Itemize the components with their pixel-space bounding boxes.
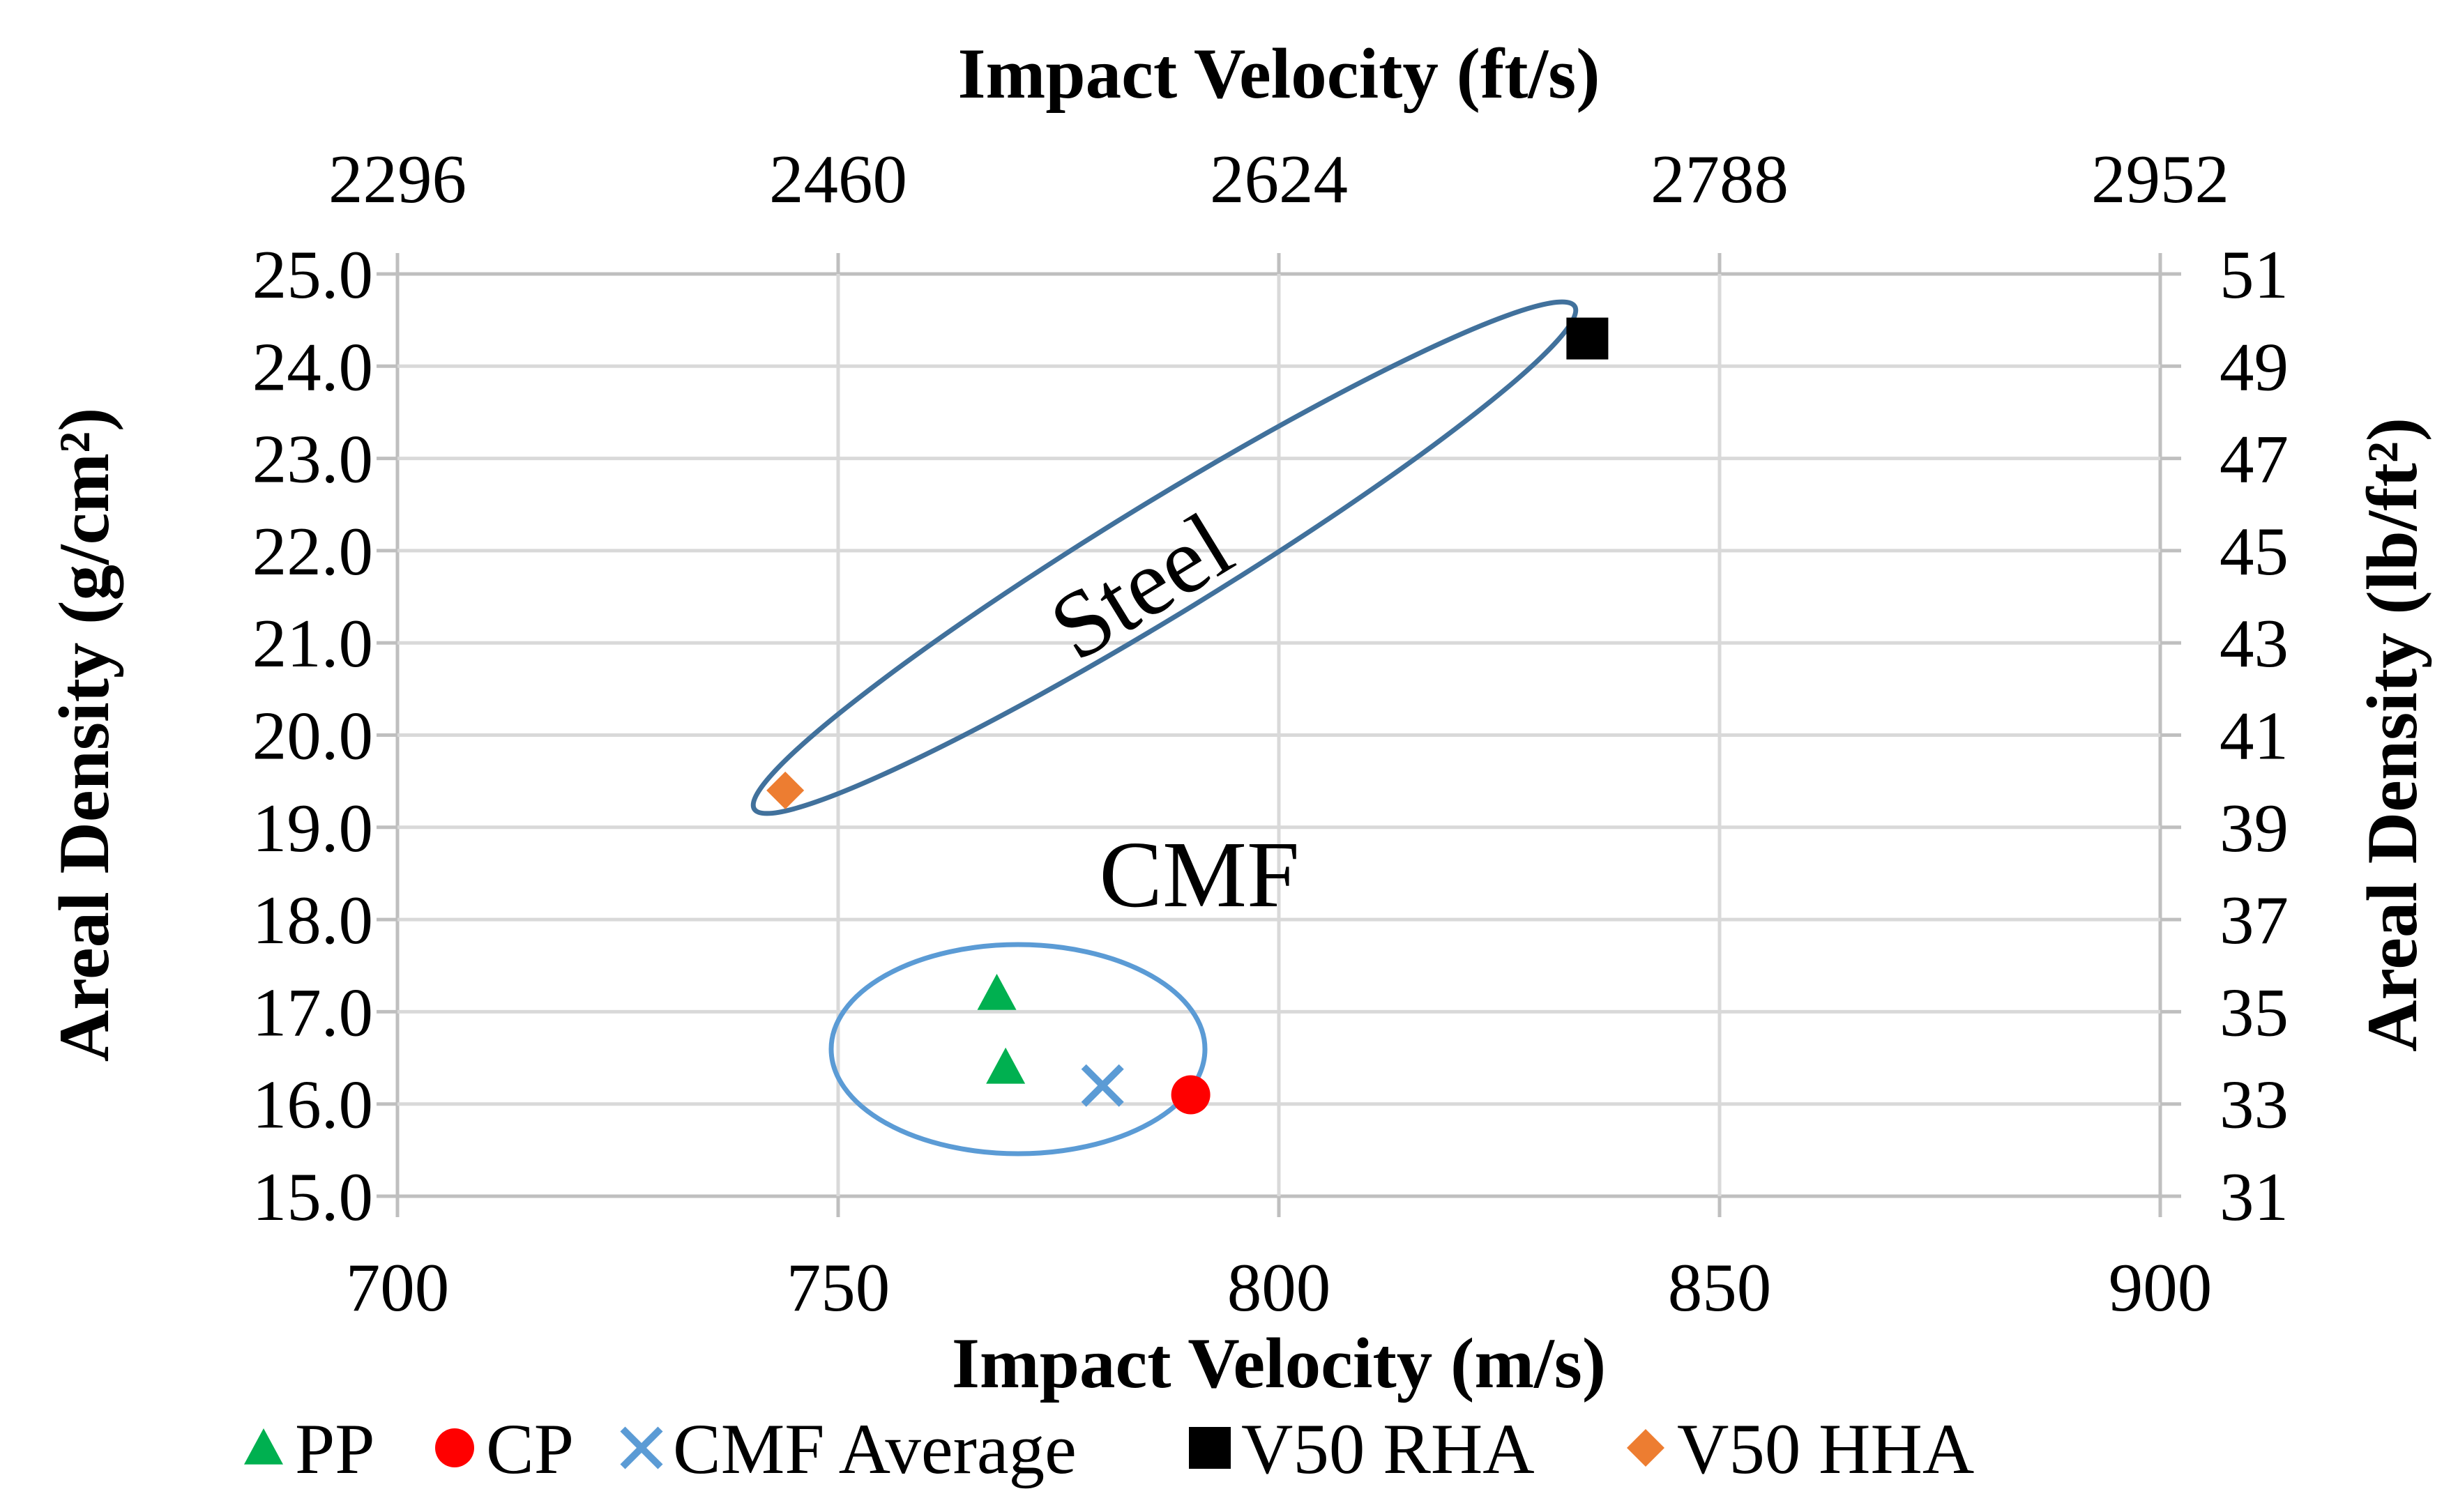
x-tick-label: 850 <box>1668 1250 1772 1326</box>
y-tick-label: 18.0 <box>252 883 373 959</box>
point-pp <box>977 973 1017 1010</box>
y2-tick-labels: 31 33 35 37 39 41 43 45 47 49 51 <box>2220 237 2289 1235</box>
steel-label: Steel <box>1033 493 1249 681</box>
y2-tick-label: 51 <box>2220 237 2289 313</box>
x2-tick-labels: 2296 2460 2624 2788 2952 <box>328 142 2229 217</box>
x2-tick-label: 2952 <box>2091 142 2229 217</box>
y2-axis-title: Areal Density (lb/ft²) <box>2353 418 2432 1052</box>
steel-ellipse <box>750 299 1579 816</box>
legend-marker-pp <box>244 1428 283 1465</box>
y2-tick-label: 45 <box>2220 514 2289 590</box>
y-tick-label: 16.0 <box>252 1067 373 1143</box>
point-v50-hha <box>766 771 805 809</box>
y2-tick-label: 47 <box>2220 422 2289 498</box>
y2-tick-label: 43 <box>2220 606 2289 682</box>
legend-marker-cmf-average-stroke <box>620 1426 663 1469</box>
legend-label-pp: PP <box>295 1410 375 1489</box>
y-tick-labels: 15.0 16.0 17.0 18.0 19.0 20.0 21.0 22.0 23.0 24.0… <box>252 237 373 1235</box>
y2-tick-label: 49 <box>2220 329 2289 405</box>
point-cp <box>1171 1075 1211 1115</box>
legend-label-cmf-average: CMF Average <box>673 1410 1077 1489</box>
point-cmf-average <box>1081 1064 1124 1107</box>
legend-marker-cp <box>435 1428 474 1467</box>
y-tick-label: 24.0 <box>252 329 373 405</box>
gridlines <box>377 253 2181 1217</box>
x-tick-label: 800 <box>1227 1250 1331 1326</box>
y-tick-label: 15.0 <box>252 1159 373 1235</box>
y-tick-label: 22.0 <box>252 514 373 590</box>
x2-tick-label: 2460 <box>769 142 907 217</box>
x-axis-title: Impact Velocity (m/s) <box>952 1324 1606 1403</box>
y-tick-label: 19.0 <box>252 791 373 866</box>
x-tick-label: 700 <box>346 1250 450 1326</box>
y-tick-label: 23.0 <box>252 422 373 498</box>
cmf-ellipse <box>828 942 1208 1156</box>
x2-tick-label: 2296 <box>328 142 466 217</box>
y2-tick-label: 31 <box>2220 1159 2289 1235</box>
legend-label-v50-hha: V50 HHA <box>1677 1410 1974 1489</box>
legend-label-v50-rha: V50 RHA <box>1241 1410 1535 1489</box>
point-cmf-average-stroke <box>1081 1064 1124 1107</box>
y-tick-label: 25.0 <box>252 237 373 313</box>
y-tick-label: 21.0 <box>252 606 373 682</box>
legend-marker-v50-rha <box>1189 1427 1231 1469</box>
x-tick-label: 750 <box>787 1250 890 1326</box>
x-tick-label: 900 <box>2109 1250 2213 1326</box>
point-v50-rha <box>1566 317 1609 360</box>
x2-tick-label: 2624 <box>1210 142 1348 217</box>
legend-marker-v50-hha <box>1627 1429 1664 1467</box>
y2-tick-label: 37 <box>2220 883 2289 959</box>
x2-axis-title: Impact Velocity (ft/s) <box>957 34 1600 114</box>
y2-tick-label: 39 <box>2220 791 2289 866</box>
y2-tick-label: 33 <box>2220 1067 2289 1143</box>
y-tick-label: 20.0 <box>252 698 373 774</box>
x-tick-labels: 700 750 800 850 900 <box>346 1250 2213 1326</box>
legend-marker-cmf-average <box>620 1426 663 1469</box>
point-pp <box>986 1047 1026 1084</box>
y-axis-title: Areal Density (g/cm²) <box>45 408 124 1062</box>
legend-label-cp: CP <box>486 1410 574 1489</box>
data-points <box>766 317 1609 1115</box>
y-tick-label: 17.0 <box>252 975 373 1051</box>
y2-tick-label: 41 <box>2220 698 2289 774</box>
legend: PP CP CMF Average V50 RHA V50 HHA <box>244 1410 1974 1489</box>
x2-tick-label: 2788 <box>1651 142 1789 217</box>
cmf-label: CMF <box>1099 823 1299 927</box>
y2-tick-label: 35 <box>2220 975 2289 1051</box>
